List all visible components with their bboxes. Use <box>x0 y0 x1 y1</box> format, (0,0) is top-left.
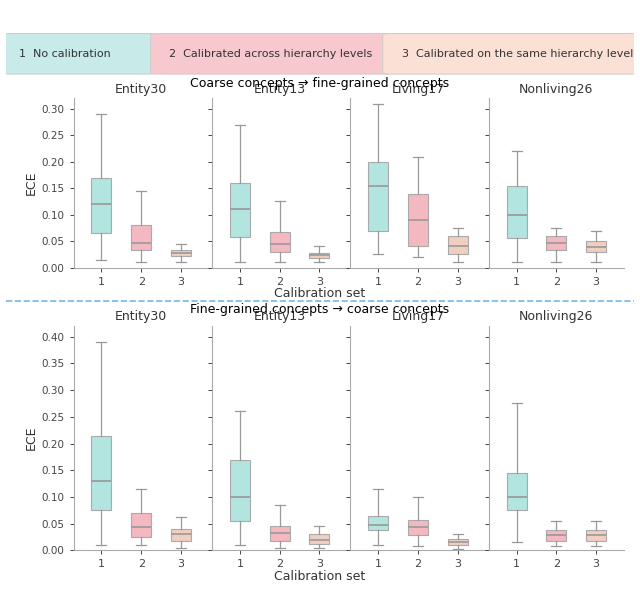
PathPatch shape <box>230 459 250 521</box>
PathPatch shape <box>507 473 527 510</box>
Y-axis label: ECE: ECE <box>24 426 37 450</box>
PathPatch shape <box>309 534 330 544</box>
PathPatch shape <box>309 253 330 258</box>
PathPatch shape <box>131 513 151 537</box>
Title: Entity13: Entity13 <box>253 83 306 96</box>
Title: Entity30: Entity30 <box>115 311 167 323</box>
PathPatch shape <box>269 232 289 252</box>
Text: Calibration set: Calibration set <box>275 287 365 300</box>
Y-axis label: ECE: ECE <box>24 171 37 195</box>
PathPatch shape <box>547 530 566 541</box>
PathPatch shape <box>507 186 527 239</box>
PathPatch shape <box>586 530 606 541</box>
PathPatch shape <box>171 250 191 256</box>
PathPatch shape <box>230 183 250 237</box>
FancyBboxPatch shape <box>0 34 157 74</box>
Title: Nonliving26: Nonliving26 <box>519 311 593 323</box>
FancyBboxPatch shape <box>383 34 640 74</box>
Text: 2  Calibrated across hierarchy levels: 2 Calibrated across hierarchy levels <box>170 49 372 59</box>
PathPatch shape <box>171 529 191 541</box>
PathPatch shape <box>269 526 289 541</box>
PathPatch shape <box>92 178 111 233</box>
PathPatch shape <box>131 225 151 250</box>
PathPatch shape <box>408 194 428 247</box>
PathPatch shape <box>92 435 111 510</box>
Text: Calibration set: Calibration set <box>275 569 365 583</box>
Text: 1  No calibration: 1 No calibration <box>19 49 111 59</box>
PathPatch shape <box>547 236 566 250</box>
PathPatch shape <box>448 236 468 255</box>
Text: Fine-grained concepts → coarse concepts: Fine-grained concepts → coarse concepts <box>191 303 449 316</box>
Text: 3  Calibrated on the same hierarchy level: 3 Calibrated on the same hierarchy level <box>401 49 633 59</box>
PathPatch shape <box>368 162 388 231</box>
PathPatch shape <box>586 241 606 252</box>
Title: Living17: Living17 <box>392 311 445 323</box>
Text: Coarse concepts → fine-grained concepts: Coarse concepts → fine-grained concepts <box>191 76 449 90</box>
PathPatch shape <box>448 539 468 545</box>
FancyBboxPatch shape <box>150 34 396 74</box>
Title: Nonliving26: Nonliving26 <box>519 83 593 96</box>
PathPatch shape <box>368 516 388 530</box>
Title: Living17: Living17 <box>392 83 445 96</box>
Title: Entity13: Entity13 <box>253 311 306 323</box>
PathPatch shape <box>408 520 428 536</box>
Title: Entity30: Entity30 <box>115 83 167 96</box>
